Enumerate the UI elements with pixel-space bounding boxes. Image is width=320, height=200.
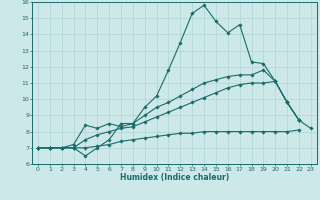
X-axis label: Humidex (Indice chaleur): Humidex (Indice chaleur) [120,173,229,182]
